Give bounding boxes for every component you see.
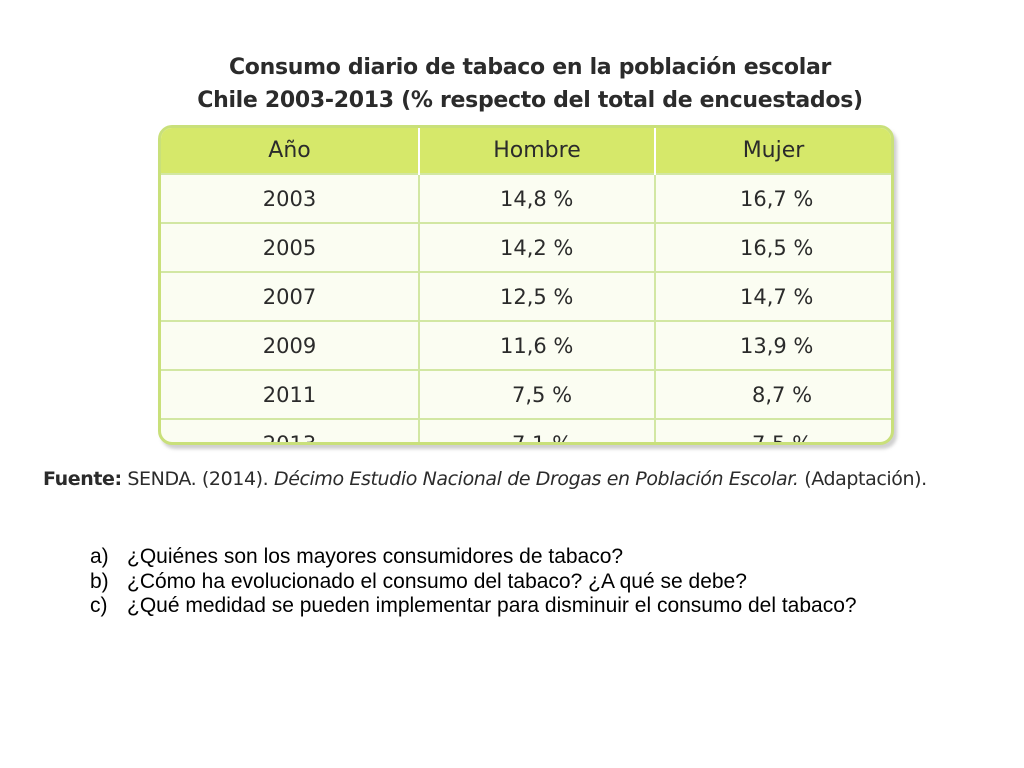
question-marker: b) bbox=[90, 569, 109, 593]
cell-female: 7,5 % bbox=[655, 418, 891, 442]
cell-male: 7,5 % bbox=[419, 369, 656, 419]
list-item: c) ¿Qué medidad se pueden implementar pa… bbox=[90, 594, 920, 619]
cell-male: 14,2 % bbox=[419, 222, 656, 272]
column-header-year: Año bbox=[161, 128, 420, 174]
cell-male: 7,1 % bbox=[419, 418, 656, 442]
tobacco-consumption-table: Año Hombre Mujer 2003 14,8 % 16,7 % 2005… bbox=[158, 125, 894, 445]
cell-female: 13,9 % bbox=[655, 320, 891, 370]
cell-year: 2013 bbox=[161, 418, 420, 442]
cell-male: 14,8 % bbox=[419, 173, 656, 223]
table-title: Consumo diario de tabaco en la población… bbox=[228, 55, 832, 80]
table-subtitle: Chile 2003-2013 (% respecto del total de… bbox=[197, 88, 863, 113]
table-header-row: Año Hombre Mujer bbox=[161, 128, 891, 174]
cell-year: 2011 bbox=[161, 369, 420, 419]
list-item: a) ¿Quiénes son los mayores consumidores… bbox=[90, 545, 920, 570]
cell-female: 16,5 % bbox=[655, 222, 891, 272]
cell-year: 2005 bbox=[161, 222, 420, 272]
table-row: 2005 14,2 % 16,5 % bbox=[161, 222, 891, 272]
question-text: ¿Quiénes son los mayores consumidores de… bbox=[127, 545, 624, 568]
table-row: 2009 11,6 % 13,9 % bbox=[161, 320, 891, 370]
table-row: 2013 7,1 % 7,5 % bbox=[161, 418, 891, 442]
question-text: ¿Qué medidad se pueden implementar para … bbox=[127, 594, 857, 617]
list-item: b) ¿Cómo ha evolucionado el consumo del … bbox=[90, 570, 920, 595]
question-text: ¿Cómo ha evolucionado el consumo del tab… bbox=[127, 569, 747, 593]
table-row: 2007 12,5 % 14,7 % bbox=[161, 271, 891, 321]
cell-male: 12,5 % bbox=[419, 271, 656, 321]
cell-year: 2007 bbox=[161, 271, 420, 321]
column-header-female: Mujer bbox=[655, 128, 891, 174]
column-header-male: Hombre bbox=[419, 128, 656, 174]
cell-year: 2003 bbox=[161, 173, 420, 223]
source-label: Fuente: bbox=[43, 468, 122, 490]
question-marker: c) bbox=[90, 594, 108, 617]
source-citation: Fuente: SENDA. (2014). Décimo Estudio Na… bbox=[43, 468, 927, 490]
source-author: SENDA. (2014). bbox=[127, 468, 269, 490]
cell-year: 2009 bbox=[161, 320, 420, 370]
source-work-title: Décimo Estudio Nacional de Drogas en Pob… bbox=[273, 468, 799, 490]
cell-male: 11,6 % bbox=[419, 320, 656, 370]
cell-female: 16,7 % bbox=[655, 173, 891, 223]
question-list: a) ¿Quiénes son los mayores consumidores… bbox=[90, 545, 920, 619]
question-marker: a) bbox=[90, 545, 109, 568]
table-row: 2003 14,8 % 16,7 % bbox=[161, 173, 891, 223]
cell-female: 14,7 % bbox=[655, 271, 891, 321]
cell-female: 8,7 % bbox=[655, 369, 891, 419]
table-row: 2011 7,5 % 8,7 % bbox=[161, 369, 891, 419]
source-note: (Adaptación). bbox=[804, 468, 927, 490]
